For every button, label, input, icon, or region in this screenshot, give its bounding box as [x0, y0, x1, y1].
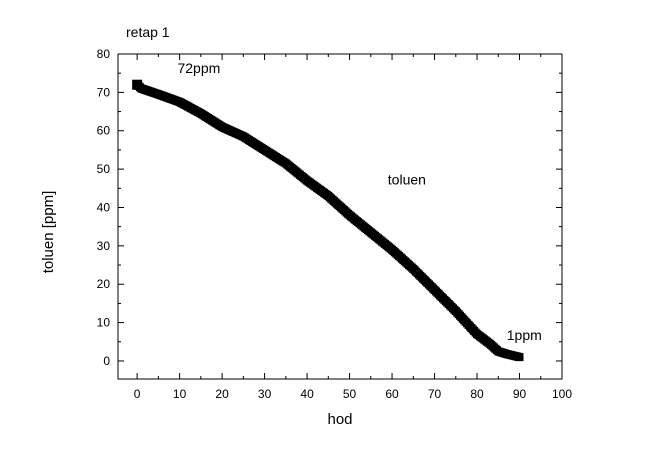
y-tick-label: 60 [97, 124, 111, 138]
x-tick-label: 10 [173, 387, 187, 401]
y-tick-label: 80 [97, 47, 111, 61]
x-tick-label: 30 [258, 387, 272, 401]
x-tick-label: 100 [552, 387, 572, 401]
y-tick-label: 40 [97, 200, 111, 214]
chart-title: retap 1 [126, 24, 170, 40]
plot-frame [117, 53, 563, 380]
data-point [515, 353, 524, 362]
y-tick-label: 10 [97, 316, 111, 330]
annotation-label: toluen [388, 171, 426, 187]
y-tick-label: 0 [103, 354, 110, 368]
x-axis-label: hod [327, 411, 352, 428]
x-tick-label: 20 [215, 387, 229, 401]
x-tick-label: 50 [343, 387, 357, 401]
x-tick-label: 40 [300, 387, 314, 401]
y-tick-label: 30 [97, 239, 111, 253]
x-tick-label: 0 [134, 387, 141, 401]
y-axis-label: toluen [ppm] [40, 191, 57, 274]
y-tick-label: 20 [97, 277, 111, 291]
y-tick-label: 50 [97, 162, 111, 176]
x-tick-label: 80 [470, 387, 484, 401]
annotation-label: 72ppm [177, 60, 220, 76]
x-tick-label: 90 [513, 387, 527, 401]
x-tick-label: 60 [385, 387, 399, 401]
x-tick-label: 70 [428, 387, 442, 401]
y-tick-label: 70 [97, 85, 111, 99]
annotation-label: 1ppm [507, 327, 542, 343]
data-point [132, 79, 143, 90]
